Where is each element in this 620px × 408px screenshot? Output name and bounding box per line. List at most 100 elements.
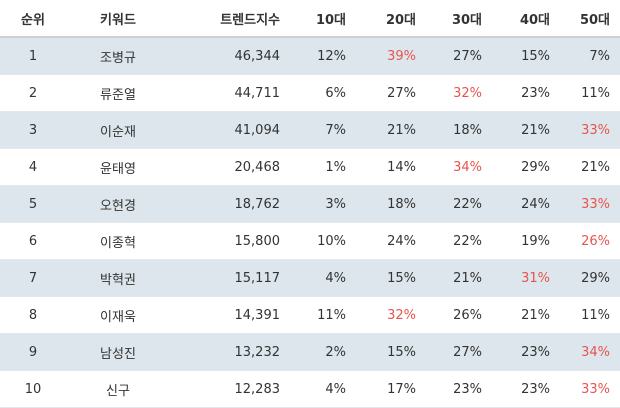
cell-keyword: 이종혁 [100,235,136,251]
cell-age40: 29% [521,159,550,175]
cell-trend-index: 44,711 [234,85,281,101]
cell-age10: 4% [325,270,346,286]
cell-keyword: 윤태영 [100,161,136,177]
cell-age50: 29% [581,270,610,286]
header-age20: 20대 [385,12,416,28]
header-keyword: 키워드 [100,12,136,28]
cell-trend-index: 14,391 [234,307,281,323]
cell-rank: 4 [28,159,38,175]
cell-keyword: 오현경 [100,198,136,214]
cell-age30: 26% [453,307,482,323]
table-row: 4 윤태영 20,468 1% 14% 34% 29% 21% [0,149,620,186]
cell-keyword: 남성진 [100,346,136,362]
cell-age30: 22% [453,233,482,249]
cell-trend-index: 15,800 [234,233,281,249]
table-row: 5 오현경 18,762 3% 18% 22% 24% 33% [0,185,620,223]
cell-rank: 10 [24,381,42,397]
cell-age20: 18% [387,196,416,212]
table-body: 1 조병규 46,344 12% 39% 27% 15% 7% 2 류준열 44,711 6% 27% 3… [0,37,620,408]
table-row: 3 이순재 41,094 7% 21% 18% 21% 33% [0,111,620,149]
cell-trend-index: 46,344 [234,48,281,64]
table-row: 2 류준열 44,711 6% 27% 32% 23% 11% [0,75,620,112]
cell-rank: 7 [28,270,38,286]
cell-age10: 10% [317,233,346,249]
table-row: 9 남성진 13,232 2% 15% 27% 23% 34% [0,333,620,371]
header-rank: 순위 [21,12,45,28]
cell-age30: 21% [453,270,482,286]
cell-age20: 21% [387,122,416,138]
cell-age50: 33% [581,381,610,397]
cell-age50: 11% [581,307,610,323]
cell-trend-index: 12,283 [234,381,281,397]
cell-rank: 5 [28,196,38,212]
cell-rank: 2 [28,85,38,101]
cell-keyword: 신구 [106,383,130,399]
cell-age30: 32% [453,85,482,101]
cell-age50: 33% [581,196,610,212]
cell-age30: 22% [453,196,482,212]
cell-age50: 21% [581,159,610,175]
cell-rank: 6 [28,233,38,249]
cell-age40: 19% [521,233,550,249]
cell-age20: 27% [387,85,416,101]
cell-age10: 7% [325,122,346,138]
table-row: 6 이종혁 15,800 10% 24% 22% 19% 26% [0,223,620,260]
table-header-row: 순위 키워드 트렌드지수 10대 20대 30대 40대 50대 [0,0,620,37]
cell-age10: 11% [317,307,346,323]
cell-age50: 11% [581,85,610,101]
cell-age40: 21% [521,122,550,138]
cell-rank: 3 [28,122,38,138]
cell-keyword: 이순재 [100,124,136,140]
cell-age10: 12% [317,48,346,64]
cell-keyword: 류준열 [100,87,136,103]
cell-age40: 24% [521,196,550,212]
cell-age40: 23% [521,344,550,360]
cell-age10: 3% [325,196,346,212]
header-age10: 10대 [315,12,346,28]
cell-trend-index: 20,468 [234,159,281,175]
cell-keyword: 이재욱 [100,309,136,325]
cell-age40: 23% [521,85,550,101]
cell-trend-index: 18,762 [234,196,281,212]
cell-age10: 6% [325,85,346,101]
cell-keyword: 조병규 [100,50,136,66]
header-age40: 40대 [519,12,550,28]
cell-age40: 31% [521,270,550,286]
cell-age40: 23% [521,381,550,397]
cell-age30: 34% [453,159,482,175]
cell-age20: 14% [387,159,416,175]
cell-age10: 1% [325,159,346,175]
cell-trend-index: 13,232 [234,344,281,360]
cell-age20: 15% [387,270,416,286]
cell-age10: 2% [325,344,346,360]
cell-age50: 33% [581,122,610,138]
cell-age20: 39% [387,48,416,64]
cell-age30: 27% [453,48,482,64]
table-row: 7 박혁권 15,117 4% 15% 21% 31% 29% [0,259,620,297]
cell-trend-index: 15,117 [234,270,281,286]
cell-age20: 17% [387,381,416,397]
cell-rank: 1 [28,48,38,64]
cell-age10: 4% [325,381,346,397]
cell-age20: 32% [387,307,416,323]
cell-age50: 34% [581,344,610,360]
cell-age30: 23% [453,381,482,397]
cell-age30: 18% [453,122,482,138]
cell-age40: 21% [521,307,550,323]
cell-age20: 15% [387,344,416,360]
cell-rank: 9 [28,344,38,360]
header-trend-index: 트렌드지수 [220,12,280,28]
cell-trend-index: 41,094 [234,122,281,138]
table-row: 1 조병규 46,344 12% 39% 27% 15% 7% [0,37,620,75]
cell-age50: 26% [581,233,610,249]
table-row: 8 이재욱 14,391 11% 32% 26% 21% 11% [0,297,620,334]
cell-keyword: 박혁권 [100,272,136,288]
cell-age40: 15% [521,48,550,64]
header-age50: 50대 [579,12,610,28]
cell-age30: 27% [453,344,482,360]
cell-age20: 24% [387,233,416,249]
cell-age50: 7% [589,48,610,64]
table-row: 10 신구 12,283 4% 17% 23% 23% 33% [0,371,620,408]
cell-rank: 8 [28,307,38,323]
